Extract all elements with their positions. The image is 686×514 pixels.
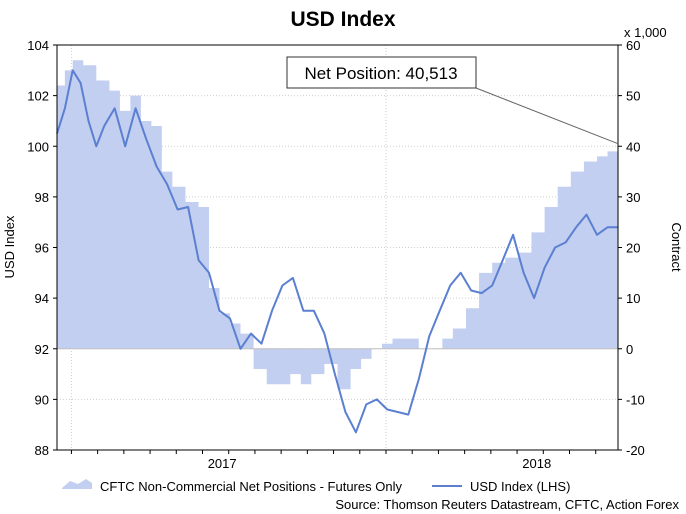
right-tick-label: 0	[626, 342, 633, 357]
right-tick-label: 30	[626, 190, 640, 205]
left-tick-label: 94	[35, 291, 49, 306]
left-tick-label: 96	[35, 241, 49, 256]
right-tick-label: 50	[626, 89, 640, 104]
right-axis-title: Contract	[669, 222, 684, 272]
legend-item-net-positions: CFTC Non-Commercial Net Positions - Futu…	[100, 479, 402, 494]
net-position-callout: Net Position: 40,513	[286, 56, 619, 145]
right-tick-label: 10	[626, 291, 640, 306]
chart-title: USD Index	[290, 8, 395, 31]
callout-leader-line	[475, 87, 619, 145]
net-positions-area	[57, 60, 618, 390]
left-tick-label: 102	[27, 89, 49, 104]
callout-box	[286, 56, 477, 89]
x-tick-label: 2017	[208, 456, 237, 471]
legend-area-swatch	[62, 479, 92, 489]
right-tick-label: 60	[626, 38, 640, 53]
callout-text: Net Position: 40,513	[304, 64, 457, 83]
right-tick-label: -10	[626, 392, 645, 407]
left-tick-label: 98	[35, 190, 49, 205]
left-axis-title: USD Index	[2, 215, 17, 278]
x-tick-label: 2018	[522, 456, 551, 471]
right-tick-label: 40	[626, 139, 640, 154]
right-axis-unit: x 1,000	[624, 25, 667, 40]
left-tick-label: 100	[27, 139, 49, 154]
legend-item-usd-index: USD Index (LHS)	[470, 479, 570, 494]
right-tick-label: -20	[626, 443, 645, 458]
usd-index-polyline	[56, 69, 618, 434]
left-axis-ticks: 88 90 92 94 96 98 100 102 104	[27, 38, 57, 458]
source-note: Source: Thomson Reuters Datastream, CFTC…	[335, 497, 679, 512]
x-axis-ticks: 2017 2018	[70, 450, 597, 471]
right-tick-label: 20	[626, 241, 640, 256]
net-positions-area-shape	[57, 60, 618, 390]
legend: CFTC Non-Commercial Net Positions - Futu…	[62, 479, 570, 494]
left-tick-label: 104	[27, 38, 49, 53]
left-tick-label: 88	[35, 443, 49, 458]
left-tick-label: 90	[35, 392, 49, 407]
right-axis-ticks: -20 -10 0 10 20 30 40 50 60	[618, 38, 645, 458]
left-tick-label: 92	[35, 342, 49, 357]
usd-index-line	[56, 69, 618, 434]
